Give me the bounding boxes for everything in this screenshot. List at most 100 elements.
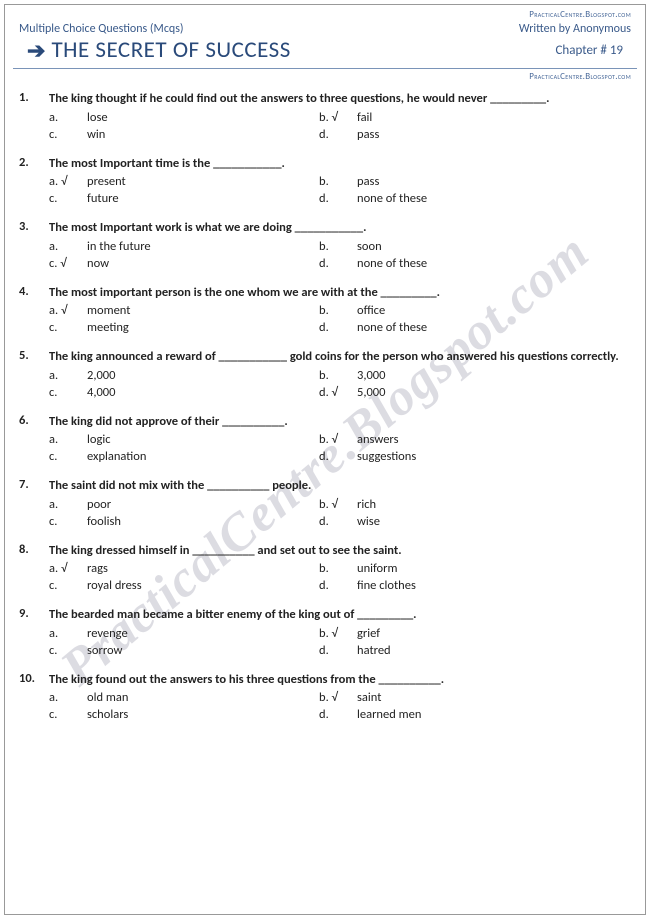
option: b. √answers (319, 432, 631, 447)
option-text: pass (357, 174, 631, 189)
option-letter: a. (49, 110, 87, 125)
option-letter: b. (319, 368, 357, 383)
option: d.none of these (319, 320, 631, 335)
sub-url: PracticalCentre.Blogspot.com (5, 71, 645, 90)
option: d. √5,000 (319, 385, 631, 400)
option: c.foolish (49, 514, 319, 529)
option: d.wise (319, 514, 631, 529)
question-row: 6.The king did not approve of their ____… (19, 413, 631, 431)
option-letter: a. (49, 239, 87, 254)
option-letter: a. (49, 368, 87, 383)
option: a. √moment (49, 303, 319, 318)
option-text: none of these (357, 320, 631, 335)
option: a.revenge (49, 626, 319, 641)
header-left: Multiple Choice Questions (Mcqs) (19, 22, 184, 36)
option-letter: a. √ (49, 174, 87, 189)
options-row: a.in the futureb.soon (19, 239, 631, 254)
option: d.learned men (319, 707, 631, 722)
option: c.meeting (49, 320, 319, 335)
option: c.4,000 (49, 385, 319, 400)
option-text: none of these (357, 256, 631, 271)
option-letter: a. √ (49, 561, 87, 576)
option-letter: d. √ (319, 385, 357, 400)
option-text: present (87, 174, 319, 189)
option-text: in the future (87, 239, 319, 254)
option-text: none of these (357, 191, 631, 206)
option-text: fine clothes (357, 578, 631, 593)
option-text: now (87, 256, 319, 271)
option-letter: c. (49, 643, 87, 658)
option-text: revenge (87, 626, 319, 641)
options-row: c.meetingd.none of these (19, 320, 631, 335)
option: c.royal dress (49, 578, 319, 593)
option: b.office (319, 303, 631, 318)
options-row: a.loseb. √fail (19, 110, 631, 125)
options-row: a. √ragsb.uniform (19, 561, 631, 576)
question-number: 7. (19, 477, 49, 495)
option-text: lose (87, 110, 319, 125)
option: c.win (49, 127, 319, 142)
option-letter: b. √ (319, 497, 357, 512)
option-letter: c. (49, 707, 87, 722)
option: d.pass (319, 127, 631, 142)
question-number: 4. (19, 284, 49, 302)
top-url: PracticalCentre.Blogspot.com (5, 5, 645, 22)
question-text: The bearded man became a bitter enemy of… (49, 606, 631, 624)
option: a. √rags (49, 561, 319, 576)
option: b. √fail (319, 110, 631, 125)
questions-list: 1.The king thought if he could find out … (5, 90, 645, 722)
options-row: c.royal dressd.fine clothes (19, 578, 631, 593)
options-row: c.futured.none of these (19, 191, 631, 206)
option-letter: b. (319, 174, 357, 189)
option-text: fail (357, 110, 631, 125)
option-text: rich (357, 497, 631, 512)
question: 7.The saint did not mix with the _______… (19, 477, 631, 529)
question-row: 3.The most Important work is what we are… (19, 219, 631, 237)
option: c.explanation (49, 449, 319, 464)
option: a.lose (49, 110, 319, 125)
option-letter: b. √ (319, 690, 357, 705)
question-row: 1.The king thought if he could find out … (19, 90, 631, 108)
option-text: 3,000 (357, 368, 631, 383)
option-text: royal dress (87, 578, 319, 593)
question-number: 8. (19, 542, 49, 560)
question-number: 10. (19, 671, 49, 689)
header-right: Written by Anonymous (519, 22, 631, 36)
question-row: 7.The saint did not mix with the _______… (19, 477, 631, 495)
option-letter: d. (319, 449, 357, 464)
options-row: a. √presentb.pass (19, 174, 631, 189)
question: 1.The king thought if he could find out … (19, 90, 631, 142)
options-row: c.wind.pass (19, 127, 631, 142)
option-letter: d. (319, 320, 357, 335)
option: d.none of these (319, 256, 631, 271)
option-text: 5,000 (357, 385, 631, 400)
question: 2.The most Important time is the _______… (19, 155, 631, 207)
option: c.scholars (49, 707, 319, 722)
option-text: answers (357, 432, 631, 447)
option: a. √present (49, 174, 319, 189)
option: c. √now (49, 256, 319, 271)
option-letter: b. (319, 303, 357, 318)
options-row: a.old manb. √saint (19, 690, 631, 705)
option: c.sorrow (49, 643, 319, 658)
option: b. √saint (319, 690, 631, 705)
option-letter: c. (49, 191, 87, 206)
option-text: scholars (87, 707, 319, 722)
question-number: 3. (19, 219, 49, 237)
question-row: 9.The bearded man became a bitter enemy … (19, 606, 631, 624)
title-row: ➔ THE SECRET OF SUCCESS Chapter # 19 (13, 36, 637, 69)
option-letter: b. (319, 239, 357, 254)
option: b.3,000 (319, 368, 631, 383)
option-letter: b. √ (319, 110, 357, 125)
option-text: hatred (357, 643, 631, 658)
option-letter: b. √ (319, 626, 357, 641)
question-row: 2.The most Important time is the _______… (19, 155, 631, 173)
option-letter: b. √ (319, 432, 357, 447)
option-letter: a. (49, 432, 87, 447)
question-text: The king found out the answers to his th… (49, 671, 631, 689)
option: b.uniform (319, 561, 631, 576)
option-text: old man (87, 690, 319, 705)
question-number: 2. (19, 155, 49, 173)
option-letter: a. (49, 626, 87, 641)
options-row: a.revengeb. √grief (19, 626, 631, 641)
